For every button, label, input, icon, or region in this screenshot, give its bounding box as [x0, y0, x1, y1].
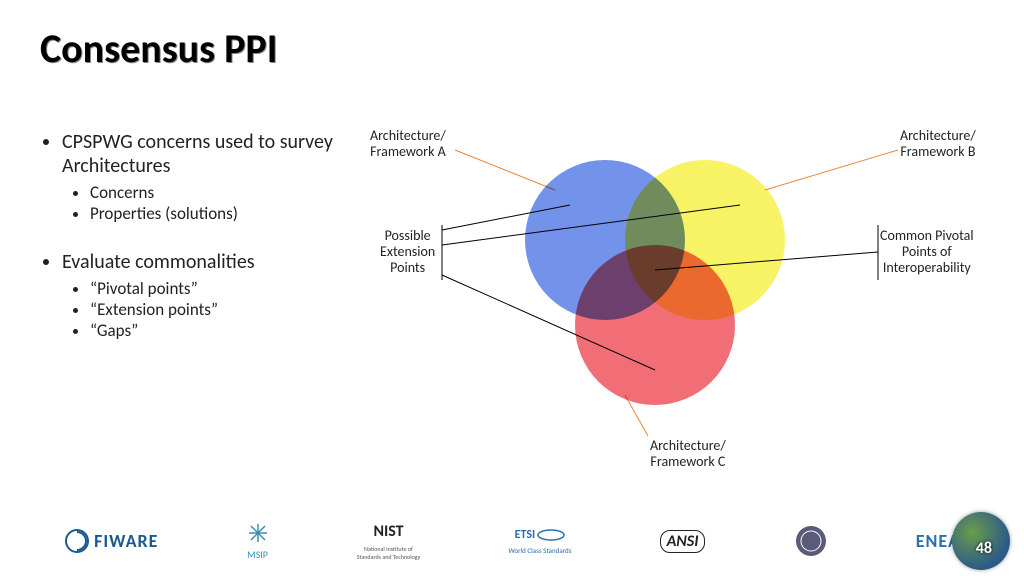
bullet-2-sub2: “Extension points”	[90, 299, 360, 320]
bullet-1: CPSPWG concerns used to survey Architect…	[62, 130, 360, 224]
venn-diagram: Architecture/ Framework A Architecture/ …	[370, 110, 1010, 470]
label-extension-points: Possible Extension Points	[380, 228, 435, 276]
logo-etsi-text: ETSI	[515, 528, 536, 542]
logo-fiware-text: FIWARE	[94, 530, 158, 552]
logo-nist-sub: National Institute of Standards and Tech…	[357, 545, 421, 561]
logo-msip: MSIP	[247, 522, 269, 561]
label-framework-a: Architecture/ Framework A	[370, 128, 446, 160]
bullet-2-sub1: “Pivotal points”	[90, 278, 360, 299]
label-pivotal-points: Common Pivotal Points of Interoperabilit…	[880, 228, 974, 276]
venn-circle-c	[575, 245, 735, 405]
label-framework-c: Architecture/ Framework C	[650, 438, 726, 470]
etsi-icon	[537, 528, 565, 542]
bullet-2-text: Evaluate commonalities	[62, 250, 255, 274]
page-number: 48	[976, 539, 992, 558]
bullet-2: Evaluate commonalities “Pivotal points” …	[62, 250, 360, 341]
bullet-1-sub1: Concerns	[90, 182, 360, 203]
logo-etsi-sub: World Class Standards	[508, 546, 571, 555]
swirl-icon	[64, 528, 90, 554]
seal-icon	[794, 524, 828, 558]
logo-ansi: ANSI	[660, 530, 706, 553]
logo-nist-text: NIST	[373, 522, 403, 541]
label-framework-b: Architecture/ Framework B	[900, 128, 976, 160]
bullet-1-sub2: Properties (solutions)	[90, 203, 360, 224]
footer-logos: FIWARE MSIP NIST National Institute of S…	[0, 516, 1024, 566]
page-title: Consensus PPI	[40, 24, 277, 73]
logo-msip-text: MSIP	[247, 548, 268, 561]
logo-seal	[794, 524, 828, 558]
logo-fiware: FIWARE	[64, 528, 158, 554]
bullet-1-text: CPSPWG concerns used to survey Architect…	[62, 130, 333, 178]
logo-ansi-text: ANSI	[660, 530, 706, 553]
bullet-2-sub3: “Gaps”	[90, 320, 360, 341]
line-a	[455, 150, 555, 190]
logo-nist: NIST National Institute of Standards and…	[357, 522, 421, 561]
logo-etsi: ETSI World Class Standards	[508, 528, 571, 555]
flake-icon	[247, 522, 269, 544]
bullet-list: CPSPWG concerns used to survey Architect…	[40, 130, 360, 345]
line-b	[765, 150, 898, 190]
